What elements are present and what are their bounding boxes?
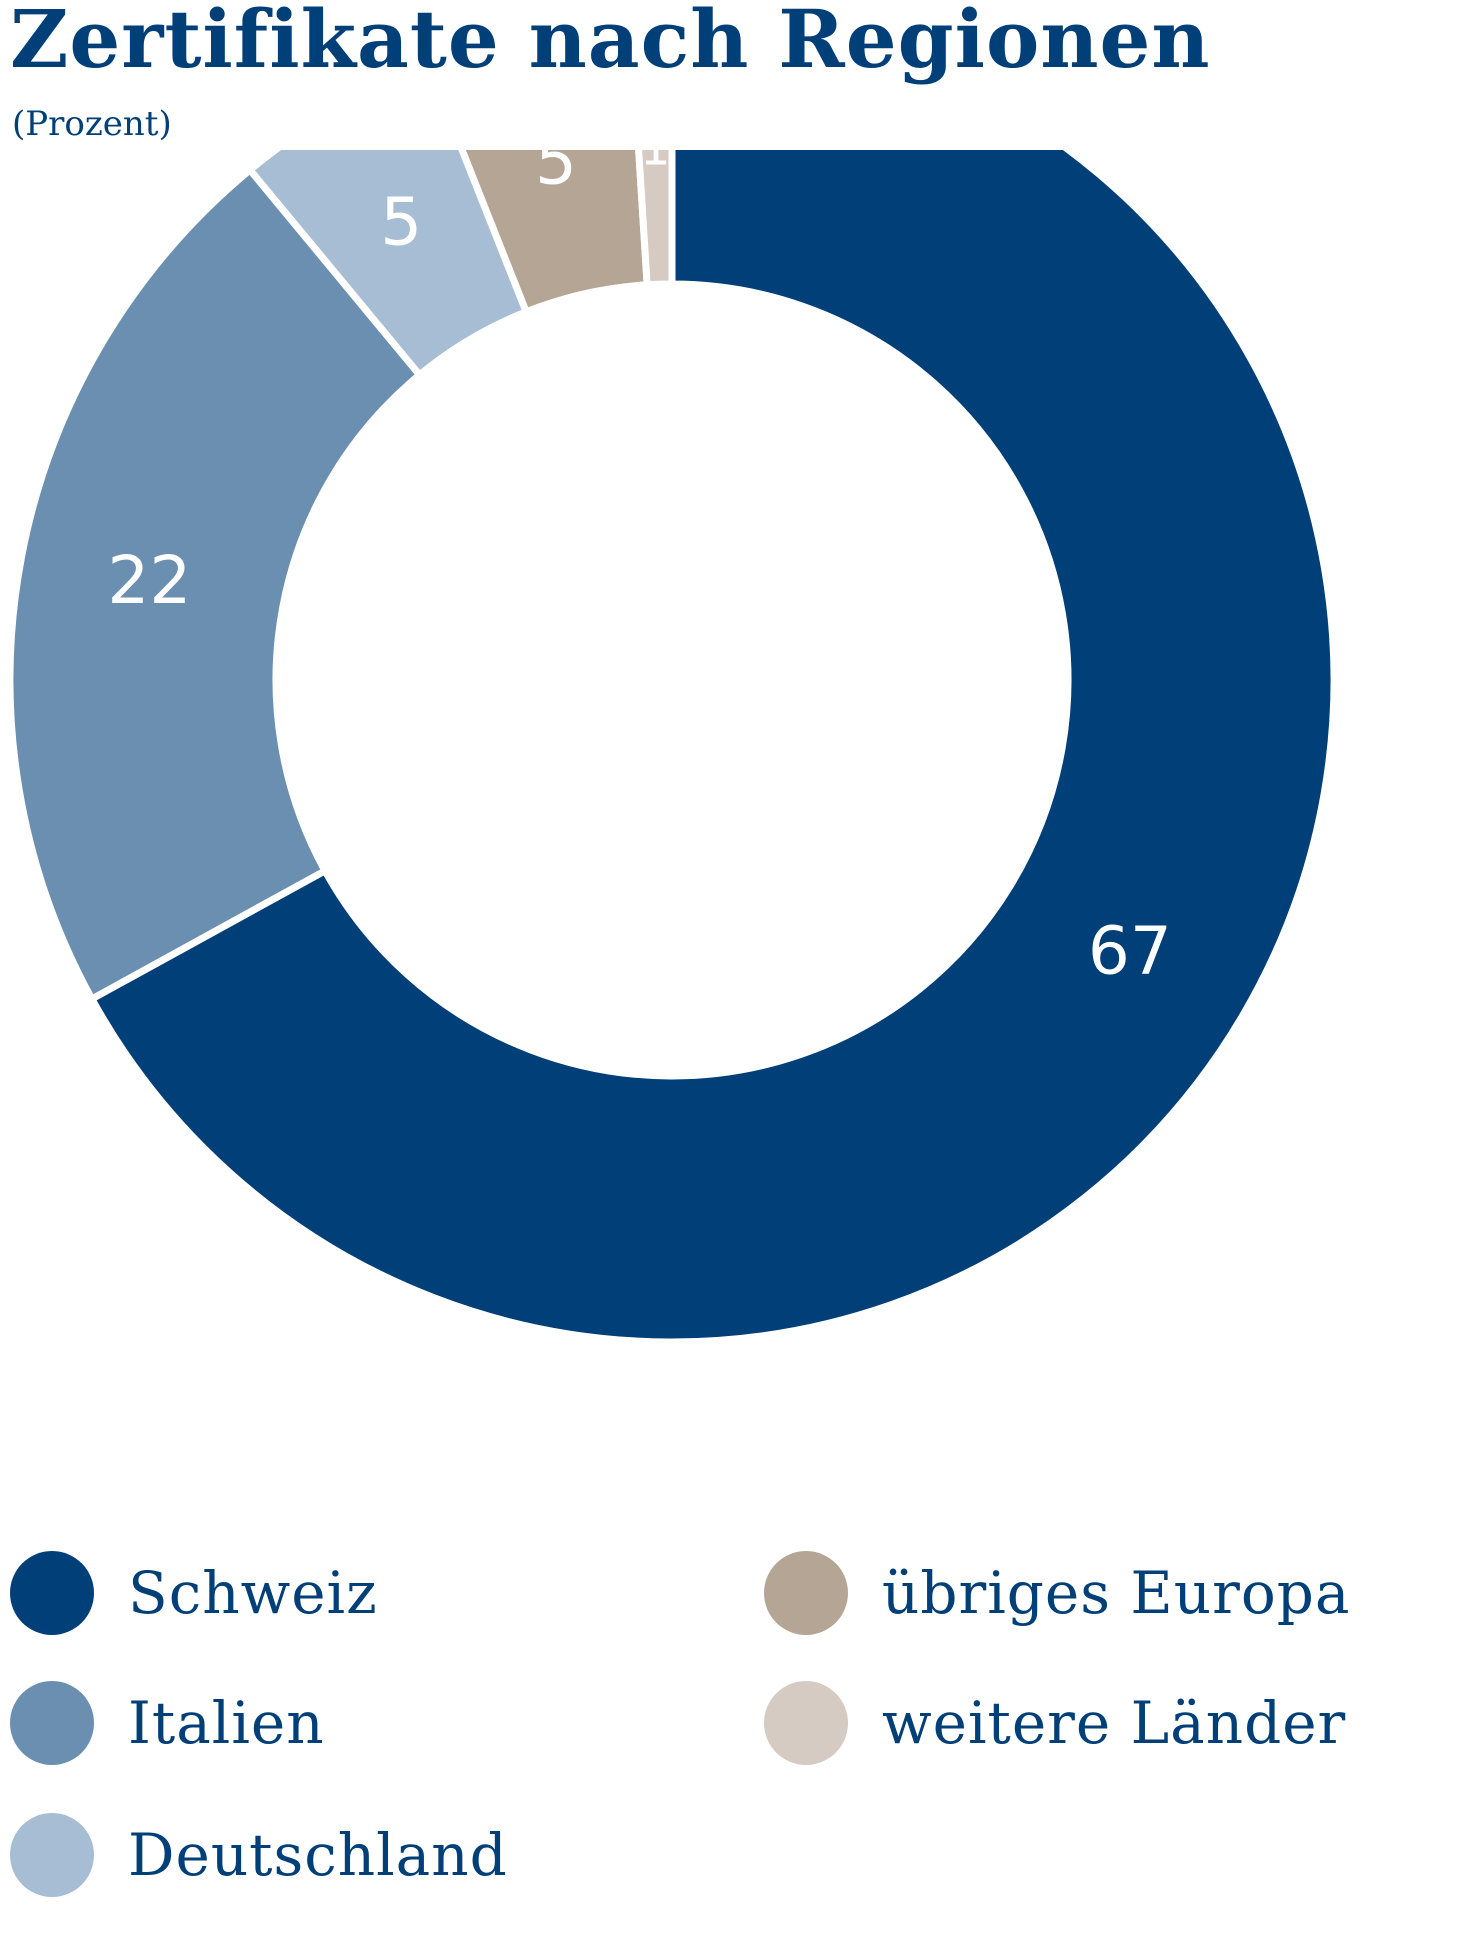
legend-item-uebriges-europa: übriges Europa bbox=[764, 1550, 1350, 1636]
donut-chart: 67 22 5 5 1 bbox=[6, 150, 1338, 1346]
slice-schweiz bbox=[87, 150, 1338, 1346]
legend-label-deutschland: Deutschland bbox=[128, 1821, 508, 1889]
legend-swatch-italien bbox=[10, 1681, 94, 1765]
slice-label-uebriges-europa: 5 bbox=[535, 150, 577, 199]
chart-subtitle: (Prozent) bbox=[12, 104, 172, 144]
legend-swatch-deutschland bbox=[10, 1813, 94, 1897]
legend-swatch-uebriges-europa bbox=[764, 1551, 848, 1635]
legend-label-italien: Italien bbox=[128, 1689, 325, 1757]
slice-italien bbox=[6, 164, 425, 1004]
slice-label-schweiz: 67 bbox=[1088, 912, 1172, 989]
legend: Schweiz übriges Europa Italien weitere L… bbox=[0, 1550, 1480, 1950]
legend-swatch-schweiz bbox=[10, 1551, 94, 1635]
slice-label-italien: 22 bbox=[107, 542, 191, 619]
legend-label-schweiz: Schweiz bbox=[128, 1559, 378, 1627]
legend-label-uebriges-europa: übriges Europa bbox=[882, 1559, 1351, 1627]
slice-label-deutschland: 5 bbox=[380, 184, 422, 261]
legend-item-italien: Italien bbox=[10, 1680, 325, 1766]
legend-item-schweiz: Schweiz bbox=[10, 1550, 378, 1636]
slice-label-weitere-laender: 1 bbox=[640, 150, 671, 176]
legend-label-weitere-laender: weitere Länder bbox=[882, 1689, 1347, 1757]
legend-item-deutschland: Deutschland bbox=[10, 1812, 508, 1898]
slice-weitere-laender bbox=[635, 150, 676, 289]
slice-uebriges-europa bbox=[458, 150, 651, 317]
slice-deutschland bbox=[245, 150, 531, 380]
legend-item-weitere-laender: weitere Länder bbox=[764, 1680, 1346, 1766]
legend-swatch-weitere-laender bbox=[764, 1681, 848, 1765]
chart-title: Zertifikate nach Regionen bbox=[10, 0, 1211, 86]
